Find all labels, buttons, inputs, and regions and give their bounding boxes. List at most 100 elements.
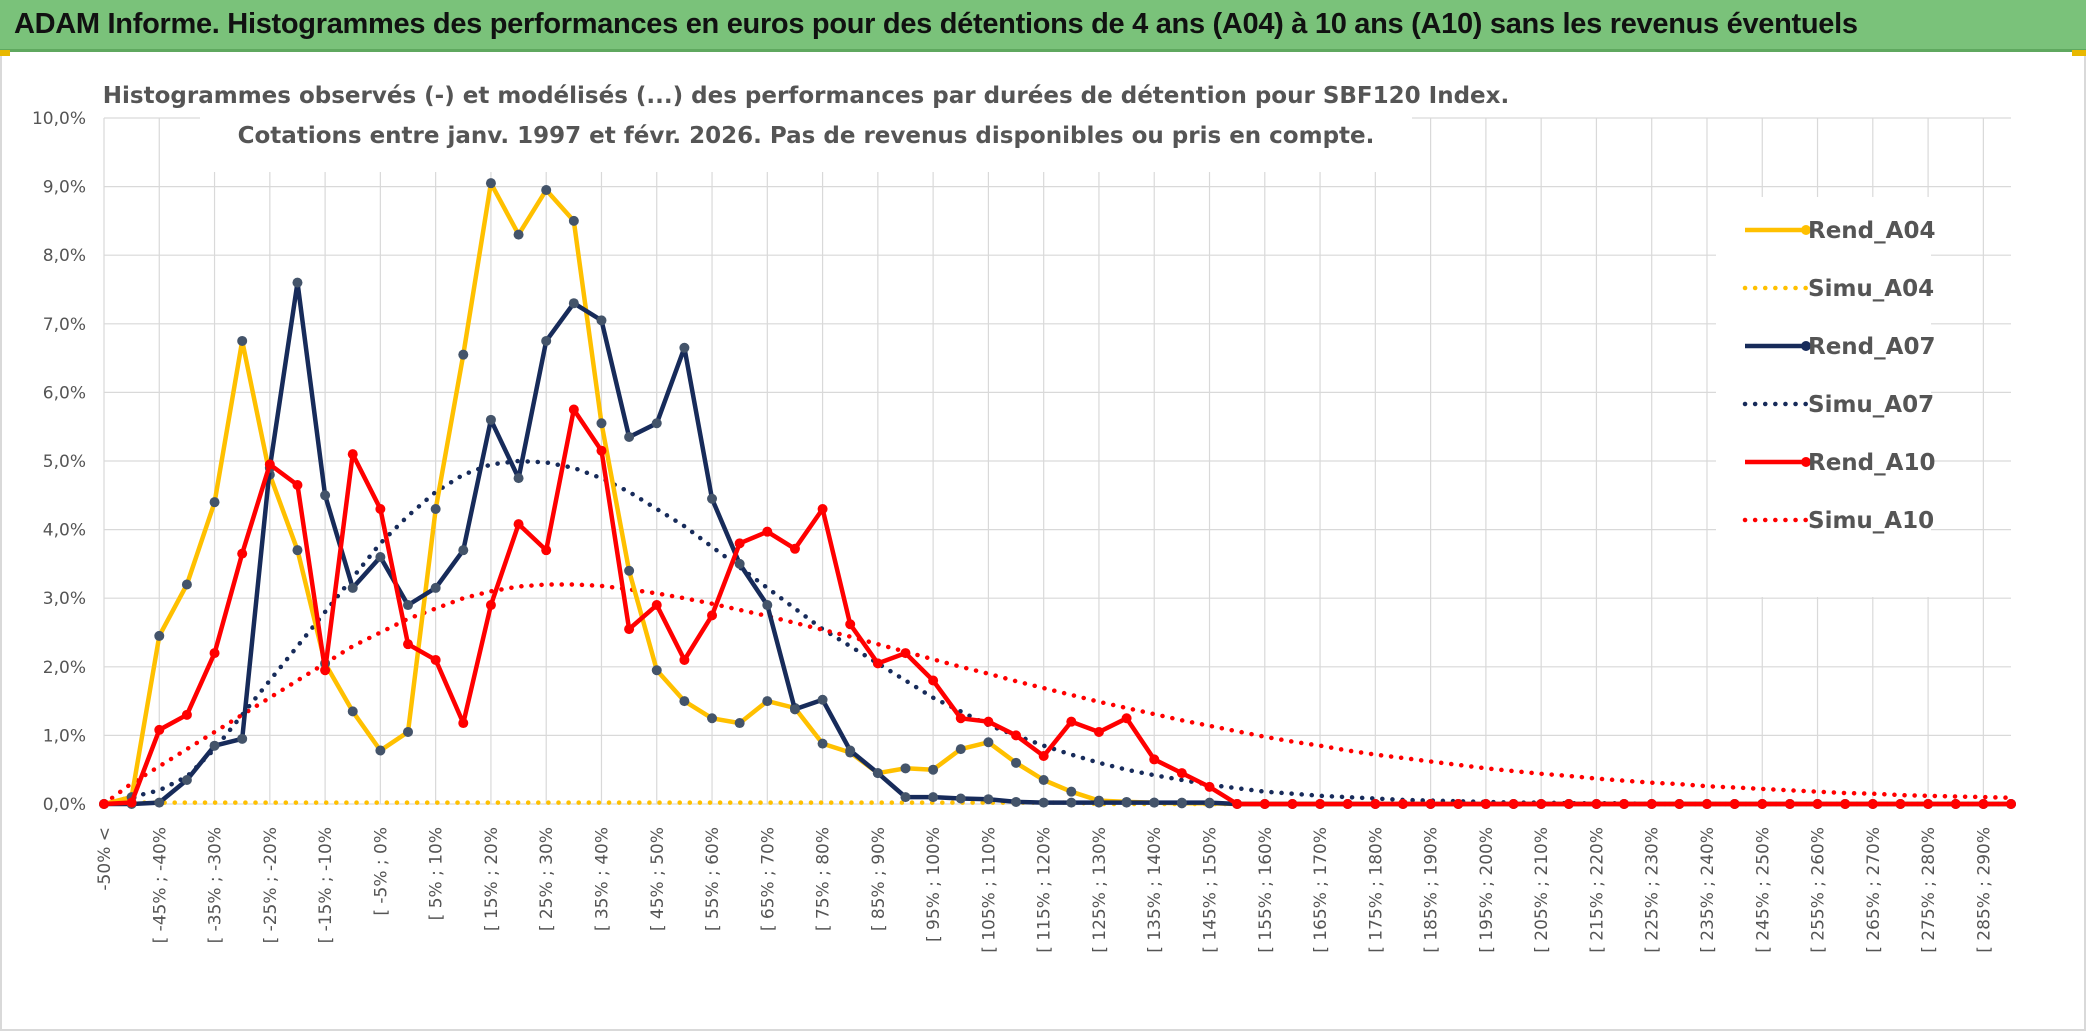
legend-label-rend-a07: Rend_A07 <box>1808 334 1935 360</box>
y-tick-label: 7,0% <box>43 315 86 335</box>
x-tick-label: [ 75% ; 80% <box>814 827 834 931</box>
data-point-rend-a07 <box>1038 797 1049 808</box>
data-point-rend-a07 <box>568 298 579 309</box>
data-point-rend-a10 <box>1867 799 1878 809</box>
data-point-rend-a10 <box>347 449 358 460</box>
data-point-rend-a07 <box>1176 797 1187 808</box>
data-point-rend-a10 <box>1757 799 1768 809</box>
y-tick-label: 1,0% <box>43 726 86 746</box>
data-point-rend-a10 <box>983 716 994 727</box>
data-point-rend-a04 <box>762 696 773 707</box>
data-point-rend-a04 <box>817 738 828 749</box>
data-point-rend-a07 <box>403 600 414 611</box>
data-point-rend-a10 <box>1480 799 1491 809</box>
x-tick-label: [ -45% ; -40% <box>150 827 170 943</box>
legend-marker-rend-a04 <box>1801 225 1811 235</box>
data-point-rend-a04 <box>596 418 607 429</box>
x-tick-label: -50% < <box>95 827 115 891</box>
x-tick-label: [ 35% ; 40% <box>592 827 612 931</box>
x-tick-label: [ 165% ; 170% <box>1311 827 1331 953</box>
data-point-rend-a10 <box>1978 799 1989 809</box>
data-point-rend-a10 <box>1701 799 1712 809</box>
data-point-rend-a04 <box>458 349 469 360</box>
data-point-rend-a07 <box>541 335 552 346</box>
x-tick-label: [ 25% ; 30% <box>537 827 557 931</box>
data-point-rend-a04 <box>651 665 662 676</box>
data-point-rend-a07 <box>789 704 800 715</box>
data-point-rend-a07 <box>928 792 939 803</box>
data-point-rend-a10 <box>955 713 966 724</box>
x-tick-label: [ -35% ; -30% <box>206 827 226 943</box>
data-point-rend-a10 <box>209 648 220 659</box>
x-tick-label: [ 235% ; 240% <box>1698 827 1718 953</box>
legend-marker-rend-a10 <box>1801 457 1811 467</box>
data-point-rend-a10 <box>928 675 939 686</box>
x-tick-label: [ 145% ; 150% <box>1201 827 1221 953</box>
data-point-rend-a10 <box>707 610 718 621</box>
data-point-rend-a07 <box>375 552 386 563</box>
x-tick-label: [ 155% ; 160% <box>1256 827 1276 953</box>
data-point-rend-a10 <box>789 543 800 554</box>
data-point-rend-a07 <box>237 733 248 744</box>
x-tick-label: [ 265% ; 270% <box>1864 827 1884 953</box>
x-tick-label: [ 125% ; 130% <box>1090 827 1110 953</box>
data-point-rend-a07 <box>734 558 745 569</box>
data-point-rend-a04 <box>209 497 220 508</box>
data-point-rend-a07 <box>347 582 358 593</box>
data-point-rend-a04 <box>983 737 994 748</box>
legend-label-simu-a07: Simu_A07 <box>1808 392 1934 418</box>
data-point-rend-a10 <box>1232 799 1243 809</box>
legend-label-simu-a10: Simu_A10 <box>1808 508 1934 534</box>
legend-background <box>1716 197 1931 597</box>
data-point-rend-a10 <box>485 600 496 611</box>
y-tick-label: 10,0% <box>32 109 86 129</box>
data-point-rend-a07 <box>209 740 220 751</box>
data-point-rend-a10 <box>762 526 773 537</box>
data-point-rend-a10 <box>1591 799 1602 809</box>
data-point-rend-a07 <box>1011 796 1022 807</box>
data-point-rend-a10 <box>1204 781 1215 792</box>
y-tick-label: 2,0% <box>43 658 86 678</box>
data-point-rend-a07 <box>1149 797 1160 808</box>
title-banner: ADAM Informe. Histogrammes des performan… <box>0 0 2086 52</box>
data-point-rend-a10 <box>1784 799 1795 809</box>
data-point-rend-a07 <box>872 768 883 779</box>
data-point-rend-a10 <box>734 538 745 549</box>
series-lines <box>99 178 2016 809</box>
data-point-rend-a07 <box>900 792 911 803</box>
data-point-rend-a10 <box>845 619 856 630</box>
corner-accent-left <box>0 50 10 56</box>
data-point-rend-a10 <box>2006 799 2016 809</box>
data-point-rend-a04 <box>1038 774 1049 785</box>
report-title: ADAM Informe. Histogrammes des performan… <box>14 8 1858 40</box>
data-point-rend-a10 <box>1121 713 1132 724</box>
data-point-rend-a10 <box>1011 730 1022 741</box>
data-point-rend-a10 <box>900 648 911 659</box>
data-point-rend-a10 <box>320 665 331 676</box>
data-point-rend-a04 <box>430 504 441 515</box>
data-point-rend-a07 <box>513 473 524 484</box>
series-line-simu-a10 <box>101 582 2014 807</box>
chart-title: Histogrammes observés (-) et modélisés (… <box>103 83 1509 109</box>
legend-marker-rend-a07 <box>1801 341 1811 351</box>
data-point-rend-a10 <box>181 709 192 720</box>
data-point-rend-a10 <box>264 459 275 470</box>
data-point-rend-a04 <box>541 185 552 196</box>
data-point-rend-a10 <box>679 654 690 665</box>
series-line-rend-a10 <box>103 407 2011 807</box>
legend-label-simu-a04: Simu_A04 <box>1808 276 1934 302</box>
data-point-rend-a10 <box>1508 799 1519 809</box>
data-point-rend-a07 <box>154 797 165 808</box>
data-point-rend-a07 <box>817 694 828 705</box>
data-point-rend-a10 <box>1259 799 1270 809</box>
data-point-rend-a10 <box>126 797 137 808</box>
x-tick-label: [ 85% ; 90% <box>869 827 889 931</box>
data-point-rend-a10 <box>1536 799 1547 809</box>
data-point-rend-a10 <box>1840 799 1851 809</box>
data-point-rend-a10 <box>1176 768 1187 779</box>
data-point-rend-a10 <box>1646 799 1657 809</box>
data-point-rend-a10 <box>1397 799 1408 809</box>
data-point-rend-a07 <box>485 414 496 425</box>
data-point-rend-a10 <box>99 799 109 809</box>
data-point-rend-a07 <box>983 794 994 805</box>
